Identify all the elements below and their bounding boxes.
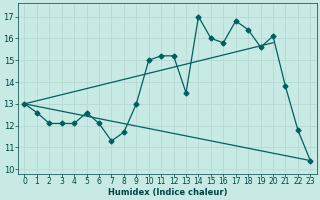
X-axis label: Humidex (Indice chaleur): Humidex (Indice chaleur) bbox=[108, 188, 227, 197]
